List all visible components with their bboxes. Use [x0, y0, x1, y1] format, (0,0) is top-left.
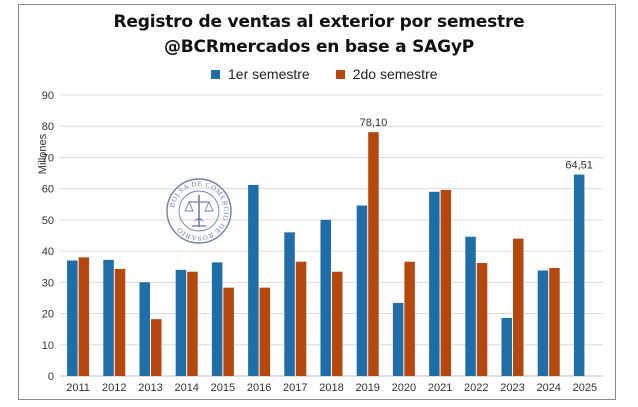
chart-subtitle: @BCRmercados en base a SAGyP: [163, 37, 475, 57]
legend-swatch-1er-semestre: [211, 69, 220, 79]
bar-1er-2024: [537, 270, 549, 376]
x-tick-label-2015: 2015: [211, 382, 235, 394]
bar-1er-2016: [248, 184, 259, 376]
x-tick-label-2019: 2019: [355, 382, 379, 394]
legend-swatch-2do-semestre: [335, 69, 345, 79]
chart-legend: 1er semestre 2do semestre: [211, 66, 438, 82]
legend-item-2do-semestre: 2do semestre: [335, 66, 438, 82]
y-tick-label-30: 30: [42, 277, 54, 289]
bar-1er-2021: [429, 191, 440, 376]
bar-1er-2012: [103, 259, 114, 376]
legend-item-1er-semestre: 1er semestre: [211, 66, 310, 82]
bar-1er-2018: [320, 219, 331, 376]
bar-1er-2023: [501, 317, 512, 376]
bar-2do-2024: [549, 267, 560, 376]
legend-label-1er-semestre: 1er semestre: [228, 66, 310, 82]
bar-2do-2022: [476, 262, 488, 376]
bar-1er-2011: [67, 260, 78, 376]
bar-2do-2019: [368, 132, 379, 376]
y-tick-label-50: 50: [42, 215, 54, 227]
x-tick-label-2012: 2012: [102, 382, 126, 394]
bar-1er-2025: [573, 174, 585, 376]
y-tick-label-0: 0: [48, 371, 54, 383]
bar-1er-2015: [211, 262, 223, 376]
y-tick-label-20: 20: [42, 309, 54, 321]
bar-2do-2014: [187, 271, 198, 376]
data-label-2025: 64,51: [565, 160, 593, 172]
chart-title: Registro de ventas al exterior por semes…: [113, 12, 525, 32]
x-tick-label-2025: 2025: [573, 382, 597, 394]
y-tick-label-90: 90: [42, 90, 54, 102]
y-tick-label-80: 80: [42, 121, 54, 133]
bar-2do-2012: [114, 268, 126, 376]
bar-2do-2018: [332, 271, 343, 376]
bar-2do-2020: [404, 261, 415, 376]
y-tick-label-10: 10: [42, 340, 54, 352]
bar-1er-2022: [465, 236, 476, 376]
bar-2do-2023: [513, 238, 524, 376]
x-tick-label-2011: 2011: [66, 382, 90, 394]
y-tick-label-40: 40: [42, 246, 54, 258]
y-tick-label-60: 60: [42, 184, 54, 196]
x-tick-label-2020: 2020: [392, 382, 416, 394]
x-tick-label-2018: 2018: [319, 382, 343, 394]
x-tick-label-2024: 2024: [536, 382, 560, 394]
x-tick-label-2017: 2017: [283, 382, 307, 394]
bar-2do-2015: [223, 287, 234, 376]
bar-2do-2013: [151, 319, 162, 376]
bar-1er-2013: [139, 282, 150, 376]
x-tick-label-2016: 2016: [247, 382, 271, 394]
bolsa-de-comercio-seal-logo: BOLSA DE COMERCIO DE ROSARIO: [166, 178, 232, 244]
x-tick-label-2014: 2014: [174, 382, 198, 394]
x-tick-label-2013: 2013: [138, 382, 162, 394]
legend-label-2do-semestre: 2do semestre: [352, 66, 438, 82]
bar-2do-2016: [259, 287, 271, 376]
x-tick-label-2021: 2021: [428, 382, 452, 394]
bar-2do-2021: [440, 189, 452, 376]
data-label-2019: 78,10: [360, 117, 388, 129]
bar-1er-2019: [356, 205, 368, 376]
bar-2do-2011: [78, 257, 90, 376]
bar-1er-2014: [175, 269, 187, 376]
bar-2do-2017: [295, 261, 307, 376]
bar-1er-2020: [392, 302, 404, 376]
x-tick-label-2023: 2023: [500, 382, 524, 394]
bar-1er-2017: [284, 232, 295, 376]
y-tick-label-70: 70: [42, 152, 54, 164]
x-tick-label-2022: 2022: [464, 382, 488, 394]
